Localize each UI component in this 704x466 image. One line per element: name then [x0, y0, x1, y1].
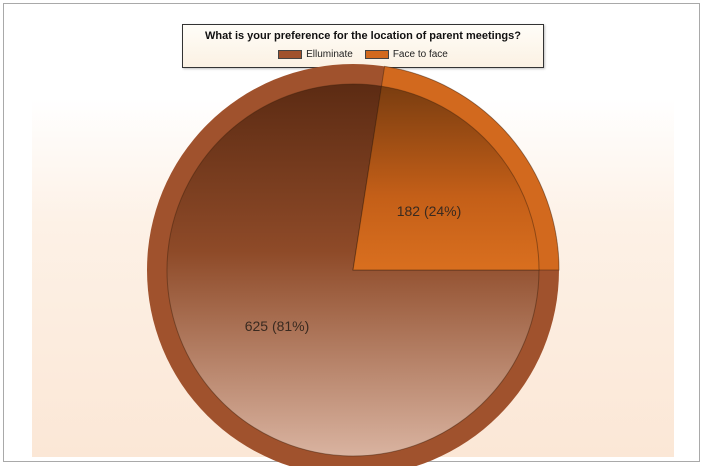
pie-labels: 625 (81%) 182 (24%)	[245, 203, 462, 334]
legend-items: Elluminate Face to face	[183, 49, 543, 60]
slice-label-face-to-face: 182 (24%)	[397, 203, 462, 219]
legend-label-face-to-face: Face to face	[392, 49, 448, 60]
pie-slice-face-to-face	[352, 85, 540, 271]
legend-swatch-face-to-face	[364, 50, 389, 59]
legend-item-face-to-face: Face to face	[364, 49, 448, 60]
legend-label-elluminate: Elluminate	[306, 49, 353, 60]
chart-title: What is your preference for the location…	[205, 30, 521, 42]
slice-label-elluminate: 625 (81%)	[245, 318, 310, 334]
pie-slice-elluminate	[166, 83, 540, 457]
legend-item-elluminate: Elluminate	[278, 49, 353, 60]
legend-swatch-elluminate	[278, 50, 303, 59]
pie-slices	[147, 64, 560, 466]
